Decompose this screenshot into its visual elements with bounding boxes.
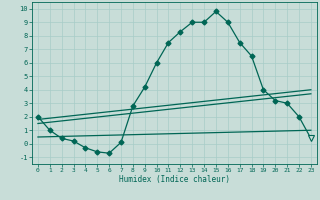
X-axis label: Humidex (Indice chaleur): Humidex (Indice chaleur) bbox=[119, 175, 230, 184]
